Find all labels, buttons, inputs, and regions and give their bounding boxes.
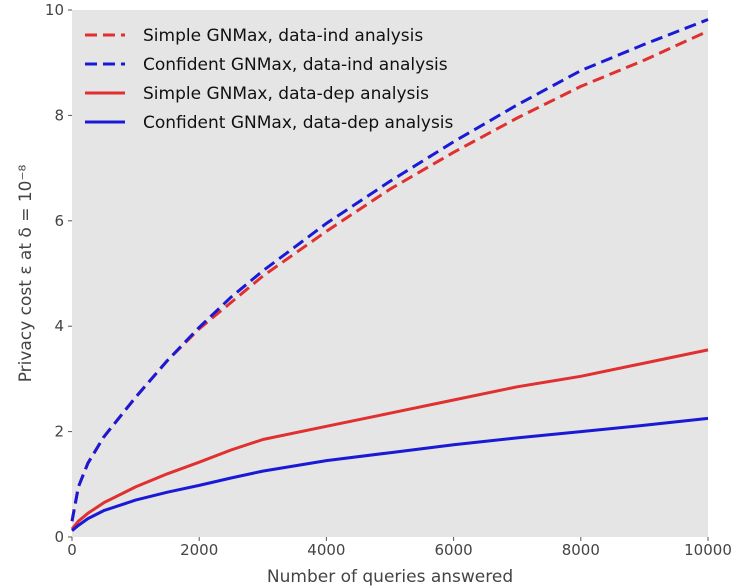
x-tick-label: 8000	[562, 541, 600, 559]
y-tick-label: 4	[54, 317, 64, 335]
x-tick-label: 6000	[435, 541, 473, 559]
x-axis-label: Number of queries answered	[267, 567, 513, 587]
y-tick-label: 6	[54, 212, 64, 230]
series-line-3	[70, 348, 709, 531]
legend-label: Confident GNMax, data-ind analysis	[143, 55, 448, 75]
legend-label: Simple GNMax, data-dep analysis	[143, 84, 429, 104]
x-tick-label: 10000	[684, 541, 732, 559]
y-tick-label: 10	[45, 1, 64, 19]
series-line-2	[70, 18, 709, 522]
y-tick-label: 0	[54, 528, 64, 546]
y-tick-label: 2	[54, 423, 64, 441]
x-tick-label: 0	[67, 541, 77, 559]
x-tick-label: 4000	[307, 541, 345, 559]
x-tick-label: 2000	[180, 541, 218, 559]
y-axis-label: Privacy cost ε at δ = 10⁻⁸	[16, 165, 36, 383]
legend-label: Simple GNMax, data-ind analysis	[143, 26, 423, 46]
plot-area	[72, 10, 708, 537]
y-tick-label: 8	[54, 106, 64, 124]
legend-label: Confident GNMax, data-dep analysis	[143, 113, 454, 133]
series-line-4	[71, 416, 709, 532]
